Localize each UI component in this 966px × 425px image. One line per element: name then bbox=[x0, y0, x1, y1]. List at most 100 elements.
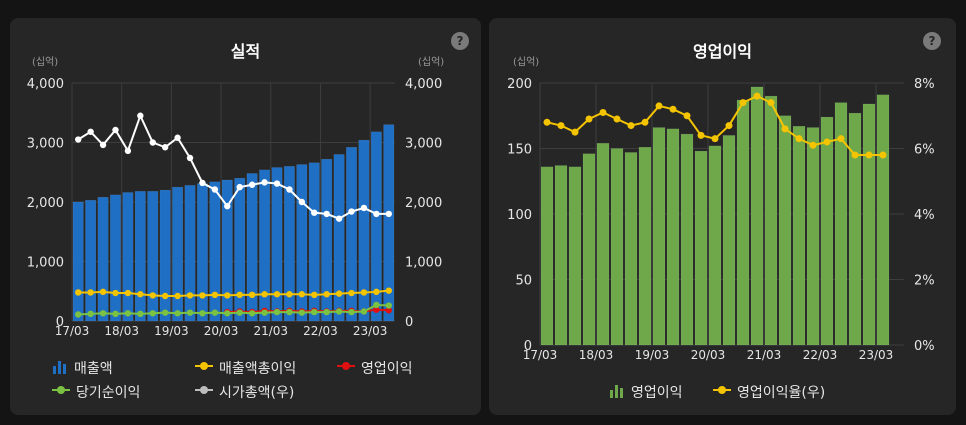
data-point bbox=[311, 308, 318, 316]
bar bbox=[820, 116, 834, 346]
legend-item-operating-profit[interactable]: 영업이익 bbox=[337, 358, 413, 378]
bar bbox=[652, 127, 666, 346]
y-tick-right: 1,000 bbox=[405, 256, 442, 271]
chart-title: 실적 bbox=[230, 42, 261, 61]
data-point bbox=[99, 310, 107, 317]
data-point bbox=[753, 92, 761, 100]
data-point bbox=[286, 186, 293, 193]
bar bbox=[540, 166, 554, 346]
data-point bbox=[75, 311, 82, 318]
data-point bbox=[613, 115, 621, 123]
y-tick-right: 8% bbox=[914, 77, 935, 92]
data-point bbox=[75, 289, 82, 296]
bar bbox=[722, 135, 736, 346]
x-tick: 21/03 bbox=[253, 324, 288, 338]
data-point bbox=[261, 309, 268, 316]
y-tick-left: 3,000 bbox=[27, 137, 64, 152]
x-tick: 22/03 bbox=[803, 348, 838, 362]
data-point bbox=[360, 308, 368, 315]
data-point bbox=[585, 115, 593, 123]
bar bbox=[110, 194, 121, 322]
y-tick-left: 0 bbox=[524, 339, 532, 354]
bar bbox=[680, 133, 694, 346]
x-tick: 17/03 bbox=[523, 348, 558, 362]
data-point bbox=[385, 302, 392, 309]
performance-card: 실적 ? (십억) (십억) 0 1,000 2,000 3,000 4,000 0 1,0… bbox=[10, 18, 481, 415]
bar bbox=[147, 191, 159, 322]
line-legend-icon bbox=[337, 360, 355, 376]
y-tick-left: 0 bbox=[56, 315, 64, 330]
data-point bbox=[697, 131, 705, 139]
bar bbox=[346, 147, 357, 322]
data-point bbox=[767, 99, 775, 107]
line-legend-icon bbox=[52, 384, 70, 400]
left-unit-label: (십억) bbox=[513, 57, 540, 68]
data-point bbox=[286, 291, 293, 298]
data-point bbox=[298, 291, 306, 298]
legend-item-operating-margin[interactable]: 영업이익율(우) bbox=[713, 382, 825, 402]
data-point bbox=[248, 181, 256, 188]
bar bbox=[221, 179, 233, 322]
data-point bbox=[87, 310, 94, 318]
bar bbox=[333, 154, 345, 322]
data-point bbox=[261, 291, 268, 298]
data-point bbox=[273, 180, 281, 187]
y-tick-right: 2,000 bbox=[405, 196, 442, 211]
bar bbox=[283, 166, 295, 322]
data-point bbox=[348, 208, 355, 215]
data-point bbox=[161, 309, 169, 316]
data-point bbox=[261, 179, 268, 186]
bar bbox=[806, 127, 820, 346]
data-point bbox=[75, 136, 82, 143]
bar bbox=[172, 186, 184, 322]
bar bbox=[271, 167, 283, 322]
legend-item-gross-profit[interactable]: 매출액총이익 bbox=[195, 358, 296, 378]
data-point bbox=[124, 147, 132, 155]
data-point bbox=[174, 134, 181, 141]
bar bbox=[134, 191, 146, 322]
data-point bbox=[224, 202, 231, 210]
data-point bbox=[87, 289, 94, 296]
y-tick-left: 50 bbox=[515, 274, 532, 289]
legend-item-operating-profit[interactable]: 영업이익 bbox=[609, 382, 683, 402]
y-tick-left: 200 bbox=[507, 77, 532, 92]
bar bbox=[638, 146, 652, 346]
help-icon[interactable]: ? bbox=[451, 32, 469, 50]
data-point bbox=[161, 144, 169, 151]
y-tick-left: 150 bbox=[507, 143, 532, 158]
data-point bbox=[360, 289, 368, 296]
data-point bbox=[87, 128, 94, 135]
bar bbox=[596, 143, 610, 346]
data-point bbox=[211, 309, 219, 316]
legend-item-revenue[interactable]: 매출액 bbox=[52, 358, 113, 378]
data-point bbox=[323, 308, 330, 316]
bar bbox=[296, 164, 308, 322]
operating-profit-chart: 0 50 100 150 200 0% 2% 4% 6% 8% 17/03 18/03 19/03 20/… bbox=[507, 77, 935, 362]
bar bbox=[234, 177, 246, 322]
data-point bbox=[124, 310, 132, 317]
data-point bbox=[211, 186, 219, 193]
legend-label: 매출액 bbox=[74, 361, 113, 377]
x-tick: 20/03 bbox=[691, 348, 726, 362]
bar bbox=[122, 192, 134, 322]
data-point bbox=[348, 308, 355, 316]
help-icon[interactable]: ? bbox=[923, 32, 941, 50]
right-unit-label: (십억) bbox=[418, 57, 445, 68]
bar bbox=[862, 103, 876, 346]
data-point bbox=[124, 289, 132, 297]
y-tick-left: 1,000 bbox=[27, 256, 64, 271]
data-point bbox=[112, 126, 119, 134]
x-tick: 23/03 bbox=[353, 324, 388, 338]
line-legend-icon bbox=[713, 384, 731, 400]
data-point bbox=[224, 310, 231, 317]
legend-item-market-cap[interactable]: 시가총액(우) bbox=[195, 382, 294, 402]
bar bbox=[358, 139, 370, 322]
data-point bbox=[199, 310, 206, 317]
data-point bbox=[161, 292, 169, 300]
y-tick-right: 0 bbox=[405, 315, 413, 330]
bar-legend-icon bbox=[52, 358, 68, 378]
legend-item-net-income[interactable]: 당기순이익 bbox=[52, 382, 140, 402]
chart-title: 영업이익 bbox=[693, 42, 752, 61]
data-point bbox=[711, 135, 719, 143]
data-point bbox=[360, 204, 368, 212]
